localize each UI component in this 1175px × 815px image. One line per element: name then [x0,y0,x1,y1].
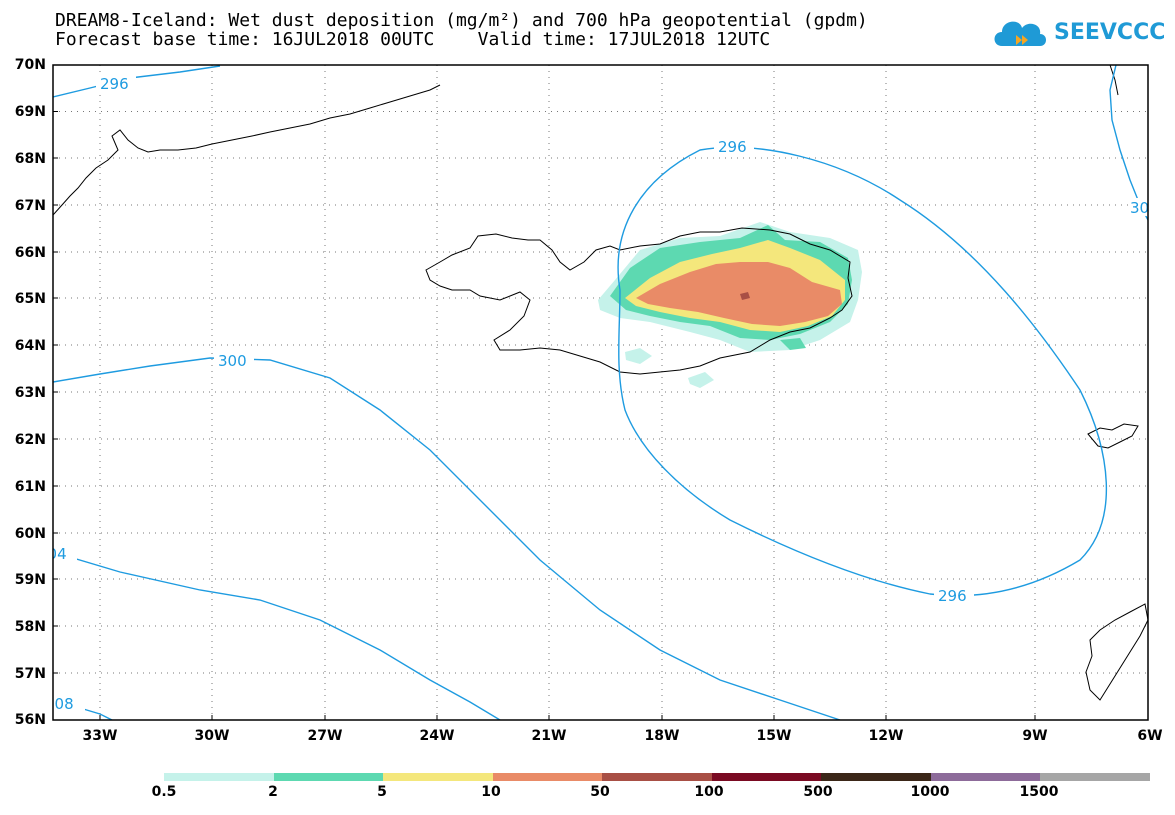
deposition-0.5 [688,372,714,388]
lat-label: 60N [14,526,46,542]
contour-304 [53,551,501,720]
greenland-coast [53,84,441,216]
contour-296-northwest [53,65,221,98]
lat-label: 57N [14,666,46,682]
iceland-coast [425,227,853,375]
lon-label: 18W [644,728,680,744]
faroe-coast [1087,423,1139,449]
legend-label: 0.5 [151,784,177,800]
deposition-2 [780,338,806,350]
legend-label: 5 [377,784,387,800]
lon-label: 21W [531,728,567,744]
lon-label: 15W [756,728,792,744]
logo-text: SEEVCCC [1054,19,1166,45]
legend-label: 500 [803,784,833,800]
legend-label: 1500 [1019,784,1059,800]
contour-296-ellipse [617,146,1107,597]
contour-labels: 296 296 296 300 304 308 30 [38,74,1149,713]
lon-label: 27W [307,728,343,744]
lon-label: 9W [1022,728,1048,744]
lon-label: 24W [419,728,455,744]
contour-label: 300 [218,352,247,370]
contour-northeast [1109,65,1148,221]
cloud-logo-icon [994,21,1046,46]
legend-label: 100 [694,784,724,800]
lon-label: 30W [194,728,230,744]
frame-ticks [53,111,1036,720]
lat-label: 61N [14,479,46,495]
graticule [53,65,1148,720]
legend-label: 1000 [910,784,950,800]
lat-label: 65N [14,291,46,307]
lat-label: 56N [14,712,46,728]
legend-swatch [492,773,603,781]
map-subtitle: Forecast base time: 16JUL2018 00UTC Vali… [55,29,771,50]
contour-label: 296 [100,75,129,93]
legend-swatch [1040,773,1150,781]
deposition-10 [636,262,842,326]
contour-label: 296 [938,587,967,605]
legend-label: 10 [481,784,501,800]
dust-deposition-field [598,222,862,388]
deposition-50 [740,292,750,300]
lat-label: 70N [14,57,46,73]
lat-label: 66N [14,245,46,261]
legend-swatch [602,773,712,781]
lat-label: 64N [14,338,46,354]
legend-swatch [711,773,822,781]
lon-label: 6W [1137,728,1163,744]
contour-label: 30 [1130,199,1149,217]
legend-swatch [273,773,384,781]
deposition-0.5 [625,348,652,364]
norway-coast [1109,65,1119,96]
lat-label: 67N [14,198,46,214]
lat-label: 62N [14,432,46,448]
lat-label: 58N [14,619,46,635]
legend-swatch [383,773,493,781]
coastlines [53,65,1148,701]
lat-label: 59N [14,572,46,588]
contour-label: 304 [38,545,67,563]
scotland-coast [1085,603,1148,701]
legend-label: 50 [590,784,610,800]
lat-label: 69N [14,104,46,120]
lat-label: 68N [14,151,46,167]
legend-swatch [164,773,274,781]
map-title: DREAM8-Iceland: Wet dust deposition (mg/… [55,10,868,31]
contour-label: 308 [45,695,74,713]
contour-300 [53,357,841,720]
lon-label: 12W [868,728,904,744]
legend-swatch [930,773,1041,781]
lat-label: 63N [14,385,46,401]
seevccc-logo: SEEVCCC [990,14,1165,50]
contour-label: 296 [718,138,747,156]
legend-swatch [821,773,931,781]
lon-label: 33W [82,728,118,744]
legend-label: 2 [268,784,278,800]
